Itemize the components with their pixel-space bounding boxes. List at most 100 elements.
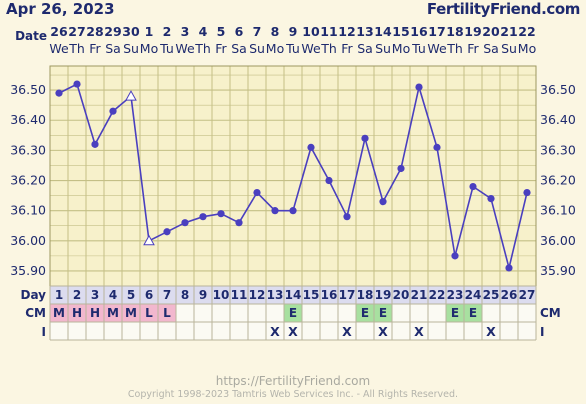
y-tick-label-right: 35.90 (540, 263, 576, 278)
temperature-point (271, 207, 279, 215)
cm-value: H (72, 306, 82, 320)
cm-value: H (90, 306, 100, 320)
intercourse-mark: X (270, 324, 280, 339)
date-label: 17 (428, 24, 445, 39)
temperature-point (289, 207, 297, 215)
cm-cell (284, 304, 302, 322)
day-label: 3 (91, 288, 99, 302)
temperature-point (415, 83, 423, 91)
day-label: 25 (483, 288, 500, 302)
i-row-label-left: I (42, 325, 46, 339)
cm-value: E (379, 306, 387, 320)
weekday-label: Fr (89, 41, 101, 56)
temperature-point-open (143, 234, 155, 246)
intercourse-mark: X (486, 324, 496, 339)
y-tick-label-left: 36.10 (10, 203, 46, 218)
day-label: 11 (231, 288, 248, 302)
day-label: 8 (181, 288, 189, 302)
cm-value: E (469, 306, 477, 320)
date-label: 10 (302, 24, 320, 39)
day-label: 19 (375, 288, 392, 302)
cm-cell (158, 304, 176, 322)
weekday-label: Th (320, 41, 337, 56)
y-tick-label-left: 36.30 (10, 142, 46, 157)
date-label: 6 (235, 24, 244, 39)
temperature-point (451, 252, 459, 260)
temperature-point (343, 213, 351, 221)
weekday-label: Mo (518, 41, 536, 56)
cm-value: M (107, 306, 119, 320)
date-row-label: Date (15, 29, 47, 43)
day-label: 12 (249, 288, 266, 302)
day-label: 4 (109, 288, 117, 302)
date-label: 12 (338, 24, 355, 39)
day-label: 13 (267, 288, 284, 302)
cm-value: E (451, 306, 459, 320)
weekday-label: Su (249, 41, 265, 56)
temperature-point (379, 198, 387, 206)
y-tick-label-left: 35.90 (10, 263, 46, 278)
date-label: 30 (122, 24, 140, 39)
day-label: 26 (501, 288, 518, 302)
date-label: 4 (199, 24, 208, 39)
temperature-point (433, 143, 441, 151)
y-tick-label-left: 36.50 (10, 82, 46, 97)
weekday-label: Th (446, 41, 463, 56)
weekday-label: Sa (105, 41, 121, 56)
day-label: 18 (357, 288, 374, 302)
cm-cell (464, 304, 482, 322)
day-label: 5 (127, 288, 135, 302)
weekday-label: Fr (341, 41, 353, 56)
date-label: 20 (482, 24, 500, 39)
temperature-point (217, 210, 225, 218)
day-label: 14 (285, 288, 302, 302)
cm-value: M (53, 306, 65, 320)
weekday-label: Tu (285, 41, 300, 56)
date-label: 28 (86, 24, 103, 39)
chart-date: Apr 26, 2023 (6, 0, 115, 18)
temperature-point (487, 195, 495, 203)
cm-value: M (125, 306, 137, 320)
intercourse-mark: X (288, 324, 298, 339)
temperature-point (325, 176, 333, 185)
day-label: 10 (213, 288, 230, 302)
weekday-label: Sa (357, 41, 373, 56)
day-label: 7 (163, 288, 171, 302)
y-tick-label-left: 36.20 (10, 173, 46, 188)
day-label: 16 (321, 288, 338, 302)
day-label: 23 (447, 288, 464, 302)
weekday-label: Fr (215, 41, 227, 56)
date-label: 19 (464, 24, 481, 39)
temperature-point (199, 213, 207, 221)
weekday-label: We (301, 41, 321, 56)
weekday-label: Tu (411, 41, 426, 56)
day-row-label: Day (20, 288, 46, 302)
weekday-label: Mo (392, 41, 410, 56)
temperature-point (307, 143, 315, 151)
intercourse-mark: X (414, 324, 424, 339)
cm-cell (356, 304, 374, 322)
temperature-point (361, 134, 369, 142)
day-label: 1 (55, 288, 63, 302)
weekday-label: Su (375, 41, 391, 56)
i-row-label-right: I (540, 325, 544, 339)
y-tick-label-right: 36.00 (540, 233, 576, 248)
cm-cell (68, 304, 86, 322)
weekday-label: Sa (483, 41, 499, 56)
temperature-point (397, 164, 405, 173)
y-tick-label-left: 36.00 (10, 233, 46, 248)
date-label: 13 (356, 24, 373, 39)
temperature-point (469, 182, 477, 191)
date-label: 1 (145, 24, 154, 39)
y-tick-label-right: 36.30 (540, 142, 576, 157)
date-label: 27 (68, 24, 85, 39)
day-label: 9 (199, 288, 207, 302)
temperature-point (55, 89, 63, 97)
date-label: 15 (392, 24, 409, 39)
weekday-label: Th (194, 41, 211, 56)
date-label: 21 (500, 24, 517, 39)
y-tick-label-right: 36.50 (540, 82, 576, 97)
weekday-label: Th (68, 41, 85, 56)
cm-row-label-right: CM (540, 306, 561, 320)
